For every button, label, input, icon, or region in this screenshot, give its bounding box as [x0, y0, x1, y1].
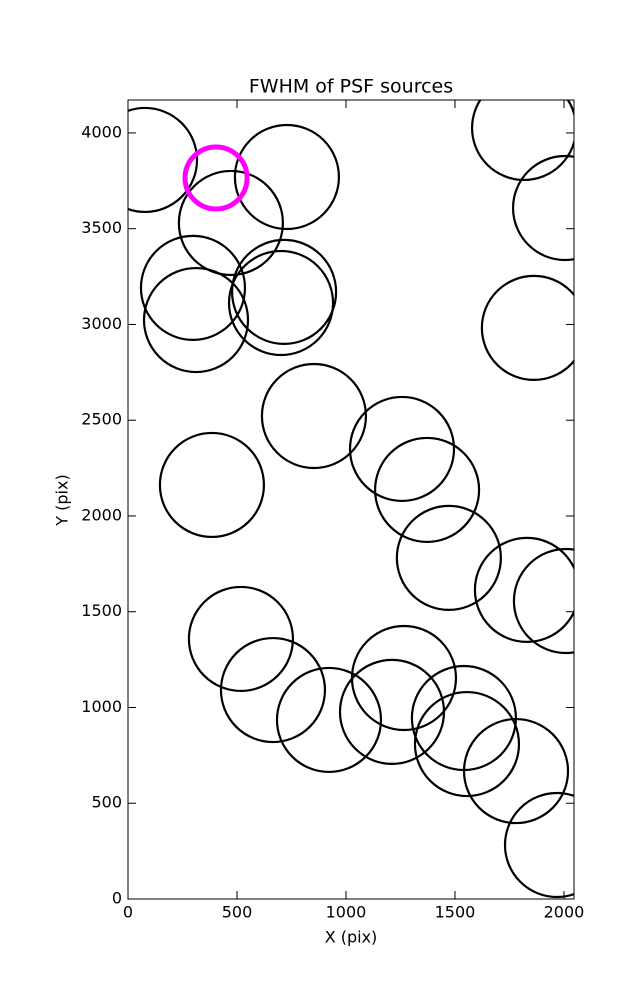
x-tick-label: 500: [222, 903, 253, 922]
y-tick-label: 1500: [81, 601, 122, 620]
source: [227, 249, 335, 357]
highlighted-source: [182, 144, 250, 212]
source: [503, 791, 574, 899]
y-tick-label: 0: [112, 889, 122, 908]
source: [395, 504, 502, 612]
chart-title: FWHM of PSF sources: [249, 76, 453, 98]
source: [511, 154, 574, 262]
source: [233, 123, 341, 231]
x-tick-label: 2000: [544, 903, 585, 922]
y-tick-label: 3500: [81, 218, 122, 237]
x-axis-label: X (pix): [325, 928, 378, 947]
source: [338, 658, 446, 765]
y-tick-label: 500: [91, 793, 122, 812]
axes-frame: [127, 99, 575, 900]
x-tick-label: 1500: [435, 903, 476, 922]
source: [512, 547, 574, 655]
y-tick-label: 2500: [81, 410, 122, 429]
source: [275, 666, 383, 774]
y-tick-label: 2000: [81, 505, 122, 524]
source: [219, 636, 327, 744]
source: [462, 717, 570, 825]
source: [470, 100, 574, 182]
x-tick-label: 1000: [326, 903, 367, 922]
source: [187, 585, 295, 693]
y-tick-label: 3000: [81, 314, 122, 333]
source: [413, 690, 521, 798]
y-axis-label: Y (pix): [53, 474, 72, 526]
y-tick-label: 1000: [81, 697, 122, 716]
source: [142, 266, 250, 374]
source: [473, 536, 574, 643]
source: [158, 431, 266, 539]
plot-area: [128, 100, 574, 899]
source: [230, 238, 338, 345]
source: [139, 234, 247, 341]
x-tick-label: 0: [123, 903, 133, 922]
source: [260, 362, 368, 470]
source: [128, 106, 199, 214]
source: [177, 169, 284, 277]
source: [373, 436, 481, 544]
source: [480, 274, 574, 381]
source: [348, 395, 456, 503]
y-tick-label: 4000: [81, 122, 122, 141]
